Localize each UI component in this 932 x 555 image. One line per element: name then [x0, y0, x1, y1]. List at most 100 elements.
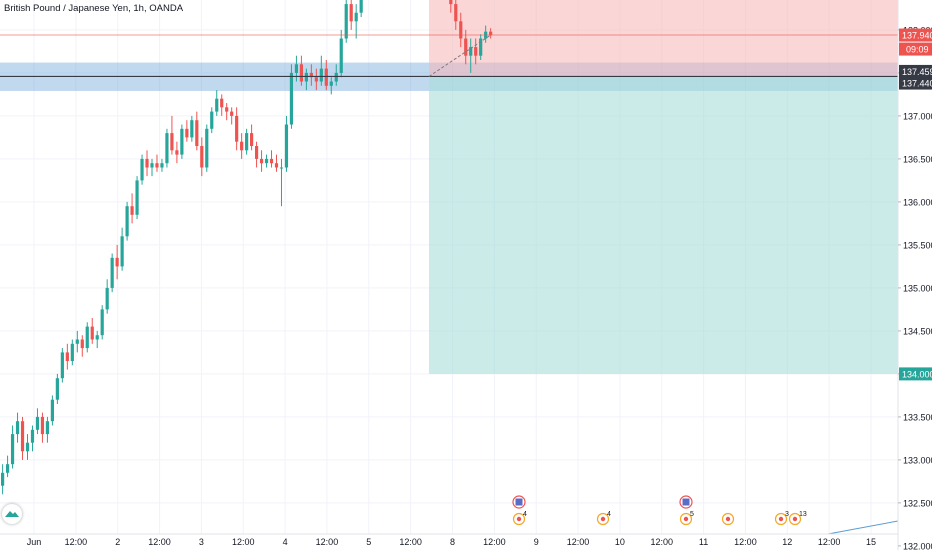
- event-marker[interactable]: 4: [512, 511, 528, 526]
- time-tick-label: 2: [115, 537, 120, 547]
- candle-bull: [25, 442, 30, 452]
- candle-bull: [10, 434, 15, 465]
- candle-bear: [314, 77, 318, 82]
- candle-bull: [304, 72, 308, 82]
- candle-bear: [20, 421, 25, 452]
- time-tick-label: 12:00: [65, 537, 88, 547]
- event-marker[interactable]: [721, 512, 735, 526]
- price-tick-label: 135.500: [903, 240, 932, 250]
- event-count-label: 4: [607, 511, 611, 518]
- position-path-line: [428, 34, 491, 77]
- event-marker[interactable]: 5: [679, 511, 695, 526]
- candle-bull: [135, 180, 139, 215]
- flag-icon: [515, 498, 523, 506]
- candle-bull: [284, 124, 289, 168]
- candle-bull: [339, 38, 343, 73]
- candle-bull: [344, 4, 348, 39]
- risk-zone: [429, 0, 898, 77]
- candle-bull: [354, 12, 358, 22]
- candle-bull: [5, 464, 10, 473]
- candle-bull: [105, 287, 109, 310]
- trend-line: [827, 520, 899, 535]
- candle-bull: [120, 236, 124, 267]
- candle-bear: [489, 31, 493, 36]
- event-count-label: 5: [690, 511, 694, 518]
- candle-bull: [334, 72, 338, 82]
- price-label-text: 137.459: [902, 67, 932, 77]
- candle-bull: [125, 206, 129, 237]
- candle-bear: [269, 158, 274, 164]
- candle-bull: [264, 158, 269, 164]
- candle-bear: [259, 158, 264, 164]
- time-tick-label: 11: [699, 537, 708, 547]
- reward-zone: [429, 76, 898, 374]
- time-tick-label: 8: [450, 537, 455, 547]
- price-label-target-zone: [899, 76, 932, 90]
- time-tick-label: 12:00: [567, 537, 590, 547]
- candle-bear: [225, 107, 229, 112]
- candle-bear: [220, 98, 224, 108]
- event-dot-icon: [683, 516, 689, 522]
- candle-bear: [240, 141, 244, 151]
- candle-bull: [359, 0, 363, 13]
- candle-bear: [309, 72, 313, 78]
- candle-bull: [30, 429, 35, 443]
- event-marker[interactable]: 13: [788, 511, 807, 526]
- time-tick-label: 15: [866, 537, 876, 547]
- time-tick-label: 4: [283, 537, 288, 547]
- price-tick-label: 132.500: [903, 498, 932, 508]
- price-tick-label: 137.000: [903, 111, 932, 121]
- candle-bull: [289, 72, 294, 125]
- event-count-label: 3: [785, 511, 789, 518]
- candle-bear: [464, 38, 468, 56]
- overlay-layer: [0, 34, 899, 535]
- event-flag[interactable]: [512, 495, 526, 509]
- zones-layer: [0, 0, 898, 374]
- candle-bull: [180, 128, 184, 155]
- time-tick-label: 12:00: [734, 537, 757, 547]
- price-tick-label: 133.500: [903, 412, 932, 422]
- candle-bull: [205, 128, 209, 168]
- logo-glyph-icon: [5, 511, 19, 517]
- time-tick-label: 12:00: [399, 537, 422, 547]
- event-dot-icon: [792, 516, 798, 522]
- candle-bear: [175, 150, 179, 155]
- chart-title: British Pound / Japanese Yen, 1h, OANDA: [4, 3, 184, 14]
- candle-bull: [70, 343, 74, 361]
- candle-bull: [45, 421, 50, 435]
- event-count-label: 4: [523, 511, 527, 518]
- time-tick-label: 3: [199, 537, 204, 547]
- event-markers[interactable]: 4 4 5 3 13: [512, 495, 807, 526]
- event-count-label: 13: [799, 511, 807, 518]
- candle-bear: [254, 146, 259, 159]
- candle-bull: [1, 472, 5, 486]
- candle-bull: [319, 68, 323, 82]
- price-label-text: 137.940: [902, 31, 932, 41]
- candle-bear: [155, 163, 159, 168]
- candle-bull: [55, 378, 59, 400]
- time-tick-label: 12:00: [650, 537, 673, 547]
- event-flag[interactable]: [679, 495, 693, 509]
- event-marker[interactable]: 3: [774, 511, 790, 526]
- candle-bull: [150, 163, 154, 168]
- price-tick-label: 134.500: [903, 326, 932, 336]
- tradingview-logo-icon[interactable]: [2, 504, 22, 524]
- time-axis[interactable]: Jun 12:00 2 12:00 3 12:00 4 12:00 5 12:00 8 12:00 9 1…: [0, 533, 898, 547]
- candle-bear: [115, 257, 119, 267]
- candle-bull: [479, 38, 483, 56]
- candle-bear: [230, 111, 234, 116]
- candle-bull: [50, 399, 54, 422]
- candle-bear: [170, 133, 174, 151]
- time-tick-label: 12:00: [818, 537, 841, 547]
- candle-bear: [235, 115, 239, 142]
- candle-bear: [200, 146, 204, 168]
- event-dot-icon: [600, 516, 606, 522]
- candle-bull: [110, 257, 114, 288]
- event-marker[interactable]: 4: [596, 511, 612, 526]
- candle-bull: [95, 335, 99, 340]
- candle-bear: [349, 4, 353, 22]
- candle-bear: [324, 68, 328, 86]
- candle-bull: [469, 47, 473, 56]
